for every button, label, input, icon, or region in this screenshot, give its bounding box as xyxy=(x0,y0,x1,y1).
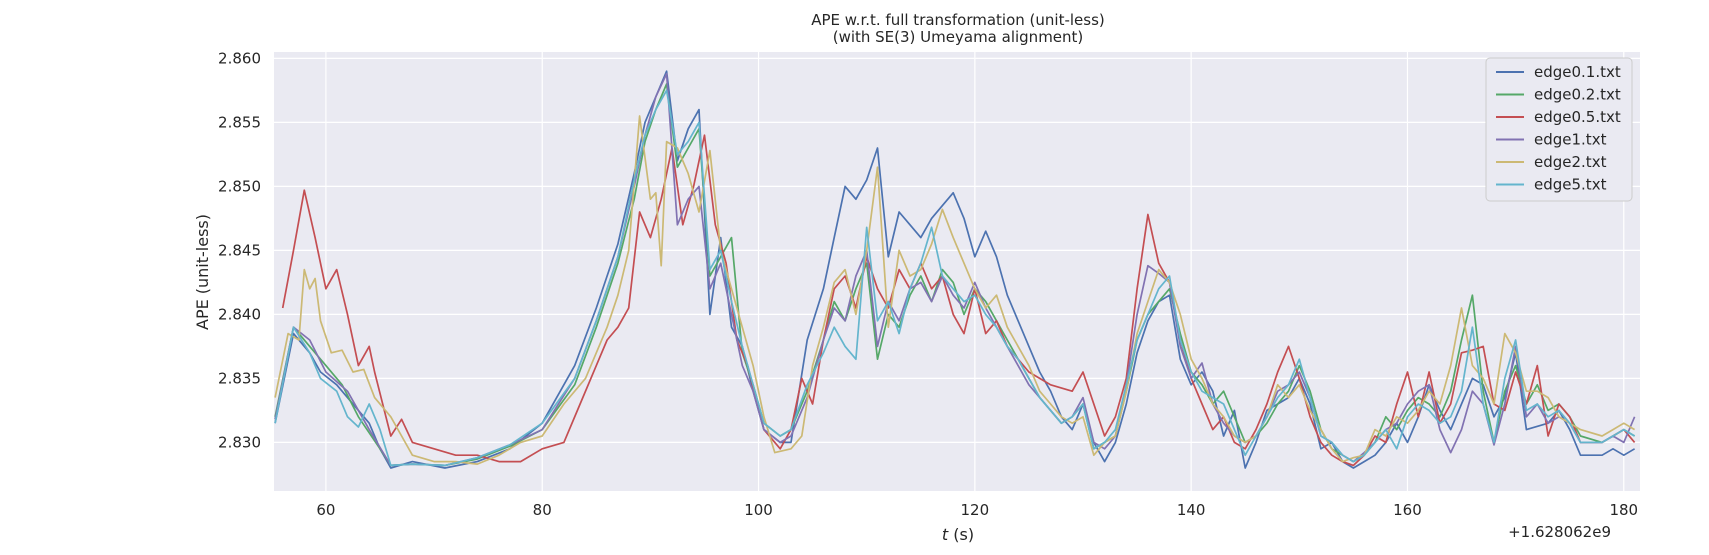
x-tick-label-6: 180 xyxy=(1609,501,1638,519)
x-tick-labels: 60 80 100 120 140 160 180 xyxy=(316,501,1638,519)
x-tick-label-2: 100 xyxy=(744,501,773,519)
y-tick-label-3: 2.845 xyxy=(218,241,261,259)
y-axis-label: APE (unit-less) xyxy=(193,214,212,330)
legend-label-1: edge0.2.txt xyxy=(1534,86,1621,104)
chart-title: APE w.r.t. full transformation (unit-les… xyxy=(811,11,1105,29)
x-offset-label: +1.628062e9 xyxy=(1508,523,1611,541)
x-axis-label: t (s) xyxy=(942,525,974,544)
series-line-5 xyxy=(274,89,1636,467)
y-tick-label-6: 2.860 xyxy=(218,49,261,67)
series-line-2 xyxy=(281,134,1636,467)
x-tick-label-4: 140 xyxy=(1177,501,1206,519)
series-lines xyxy=(274,70,1636,469)
legend-label-2: edge0.5.txt xyxy=(1534,108,1621,126)
x-axis-label-var: t xyxy=(942,525,949,544)
x-tick-label-1: 80 xyxy=(533,501,552,519)
y-tick-label-0: 2.830 xyxy=(218,433,261,451)
y-tick-label-1: 2.835 xyxy=(218,369,261,387)
x-tick-label-0: 60 xyxy=(316,501,335,519)
grid-lines xyxy=(274,52,1640,491)
legend-label-0: edge0.1.txt xyxy=(1534,63,1621,81)
x-axis-label-unit: (s) xyxy=(948,525,974,544)
legend-label-3: edge1.txt xyxy=(1534,131,1607,149)
legend-label-5: edge5.txt xyxy=(1534,176,1607,194)
x-tick-label-5: 160 xyxy=(1393,501,1422,519)
y-tick-label-5: 2.855 xyxy=(218,113,261,131)
y-tick-label-2: 2.840 xyxy=(218,305,261,323)
series-line-4 xyxy=(274,115,1636,465)
y-tick-labels: 2.830 2.835 2.840 2.845 2.850 2.855 2.860 xyxy=(218,49,261,451)
y-tick-label-4: 2.850 xyxy=(218,177,261,195)
legend: edge0.1.txt edge0.2.txt edge0.5.txt edge1.t… xyxy=(1485,57,1633,202)
plot-area xyxy=(274,52,1640,491)
legend-label-4: edge2.txt xyxy=(1534,153,1607,171)
chart-subtitle: (with SE(3) Umeyama alignment) xyxy=(833,28,1084,46)
x-tick-label-3: 120 xyxy=(961,501,990,519)
